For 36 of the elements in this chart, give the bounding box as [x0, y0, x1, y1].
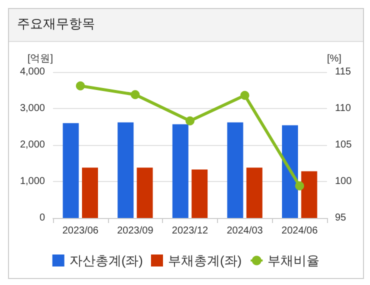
- point: [130, 90, 140, 100]
- x-tick-label: 2023/06: [62, 226, 99, 236]
- bar: [136, 168, 153, 218]
- y2-tick-label: 115: [335, 66, 352, 78]
- y-tick-label: 1,000: [20, 176, 46, 187]
- point: [76, 81, 85, 90]
- y2-tick-label: 95: [335, 212, 347, 224]
- y2-tick-label: 100: [335, 176, 352, 187]
- y-tick-label: 2,000: [20, 140, 46, 150]
- y-tick-label: 3,000: [20, 103, 46, 114]
- legend-label: 부채비율: [268, 253, 320, 268]
- point: [186, 116, 194, 126]
- x-tick-label: 2023/09: [117, 226, 154, 236]
- chart-title: 주요재무항목: [9, 9, 363, 42]
- point: [240, 90, 250, 100]
- bar: [246, 168, 262, 218]
- y2-tick-label: 110: [335, 103, 352, 114]
- bar: [82, 168, 98, 218]
- y2-axis-title: [%]: [327, 54, 342, 64]
- y-tick-label: 4,000: [20, 66, 46, 78]
- bar: [172, 124, 188, 218]
- point: [295, 181, 304, 190]
- bar: [227, 122, 244, 218]
- bar: [301, 171, 318, 218]
- bar: [192, 169, 208, 218]
- x-tick-label: 2024/03: [226, 226, 264, 236]
- legend-label: 부채총계(좌): [168, 253, 242, 268]
- x-tick-label: 2024/06: [282, 226, 318, 236]
- bar: [282, 125, 298, 218]
- x-tick-label: 2023/12: [172, 226, 209, 236]
- legend-label: 자산총계(좌): [69, 253, 144, 268]
- y-axis-title: [억원]: [27, 54, 54, 64]
- bar: [118, 122, 134, 218]
- y2-tick-label: 105: [335, 140, 352, 150]
- bar: [62, 123, 79, 218]
- y-tick-label: 0: [39, 212, 46, 224]
